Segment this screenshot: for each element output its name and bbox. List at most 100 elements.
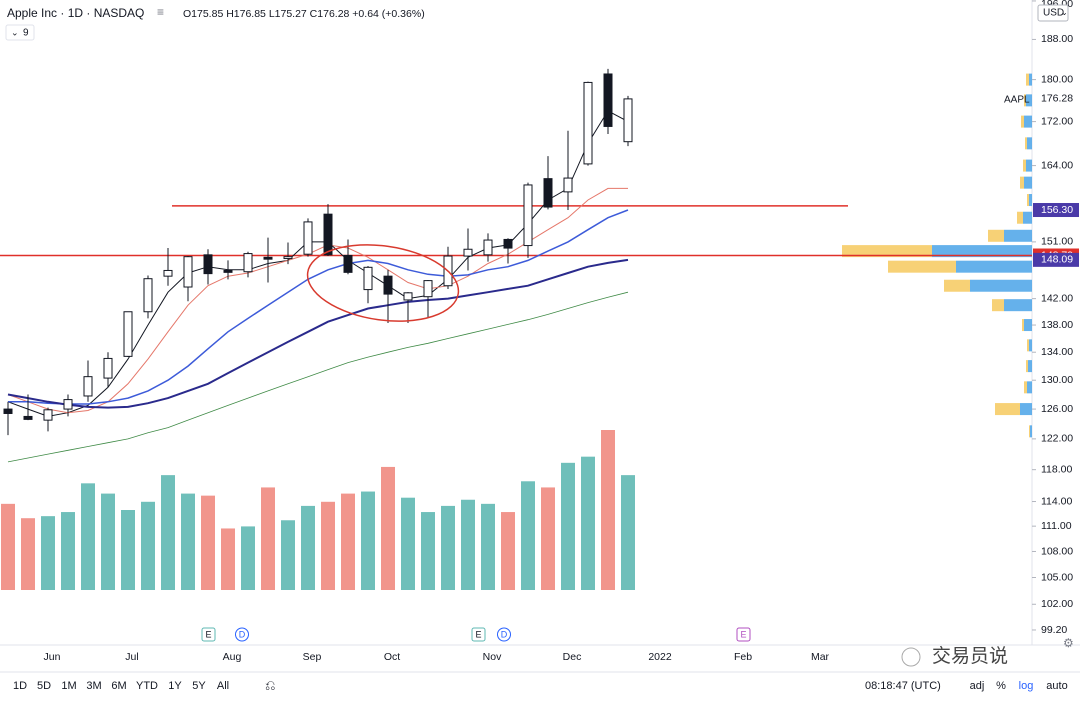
- candle-body: [403, 292, 413, 301]
- profile-down: [1021, 115, 1024, 128]
- scale-option[interactable]: adj: [970, 680, 985, 692]
- profile-down: [888, 260, 956, 273]
- x-tick-label: Sep: [303, 651, 322, 663]
- candle-body: [563, 177, 573, 193]
- indicator-count[interactable]: 9: [23, 28, 29, 39]
- profile-up: [1026, 159, 1032, 172]
- profile-down: [1017, 211, 1023, 224]
- candle-body: [243, 253, 253, 273]
- watermark-icon: [901, 647, 921, 667]
- volume-bar: [1, 503, 15, 590]
- moving-average: [7, 187, 628, 414]
- candle-body: [603, 73, 613, 127]
- y-tick-label: 118.00: [1041, 463, 1072, 475]
- candle-body: [303, 221, 313, 255]
- candle-body: [63, 399, 73, 410]
- range-button[interactable]: 5Y: [192, 680, 206, 692]
- profile-up: [1020, 403, 1032, 416]
- candle-body: [203, 254, 213, 275]
- event-earnings[interactable]: [471, 627, 486, 642]
- x-tick-label: Dec: [563, 651, 582, 663]
- volume-bar: [281, 520, 295, 590]
- profile-down: [1024, 94, 1026, 107]
- volume-bar: [301, 505, 315, 590]
- replay-icon[interactable]: ⎌: [265, 677, 275, 692]
- indicators-box[interactable]: [5, 24, 35, 41]
- volume-bar: [161, 475, 175, 590]
- profile-up: [1027, 137, 1032, 150]
- volume-bar: [461, 499, 475, 590]
- profile-up: [1029, 339, 1032, 352]
- range-button[interactable]: 5D: [37, 680, 51, 692]
- candle-body: [483, 239, 493, 256]
- candle-body: [343, 254, 353, 273]
- candle-body: [263, 256, 273, 260]
- y-tick-label: 108.00: [1041, 545, 1073, 557]
- event-dividend[interactable]: [235, 627, 249, 642]
- moving-average: [8, 209, 629, 405]
- event-label[interactable]: E: [205, 629, 211, 639]
- event-earnings[interactable]: [736, 627, 751, 642]
- profile-up: [932, 245, 1032, 258]
- event-label[interactable]: D: [501, 629, 508, 639]
- volume-bar: [541, 487, 555, 590]
- candle-body: [543, 178, 553, 208]
- range-button[interactable]: 3M: [86, 680, 101, 692]
- x-tick-label: Jun: [44, 651, 61, 663]
- candle-body: [143, 278, 153, 313]
- profile-down: [842, 245, 932, 258]
- y-tick-label: 142.00: [1041, 292, 1073, 304]
- candle-body: [83, 376, 93, 397]
- event-label[interactable]: D: [239, 629, 246, 639]
- profile-down: [1027, 194, 1029, 207]
- scale-option[interactable]: auto: [1046, 680, 1067, 692]
- price-axis: 196.00188.00180.00172.00164.00151.00142.…: [1032, 0, 1073, 636]
- event-label[interactable]: E: [475, 629, 481, 639]
- y-tick-label: 188.00: [1041, 33, 1073, 45]
- range-button[interactable]: 6M: [111, 680, 126, 692]
- candle-body: [423, 280, 433, 298]
- menu-icon[interactable]: ≡: [157, 5, 164, 19]
- volume-bar: [521, 481, 535, 590]
- profile-up: [1024, 319, 1032, 332]
- y-tick-label: 138.00: [1041, 319, 1073, 331]
- volume-bar: [61, 512, 75, 590]
- volume-bar: [401, 497, 415, 590]
- volume-bar: [141, 501, 155, 590]
- range-button[interactable]: All: [217, 680, 229, 692]
- volume-bar: [381, 466, 395, 590]
- profile-down: [1022, 319, 1024, 332]
- y-tick-label: 134.00: [1041, 346, 1073, 358]
- event-earnings[interactable]: [201, 627, 216, 642]
- volume-bar: [81, 483, 95, 590]
- profile-up: [1029, 194, 1032, 207]
- scale-option[interactable]: %: [996, 680, 1006, 692]
- symbol[interactable]: Apple Inc · 1D · NASDAQ: [7, 6, 144, 20]
- currency[interactable]: USD: [1043, 8, 1064, 19]
- range-button[interactable]: 1Y: [168, 680, 182, 692]
- candle-body: [623, 98, 633, 143]
- profile-up: [1029, 73, 1032, 86]
- ohlc: O175.85 H176.85 L175.27 C176.28 +0.64 (+…: [183, 8, 425, 20]
- range-button[interactable]: 1D: [13, 680, 27, 692]
- chevron[interactable]: ⌄: [1061, 8, 1068, 17]
- price-label: 148.09: [1041, 254, 1073, 266]
- currency-box[interactable]: [1037, 4, 1069, 22]
- event-label[interactable]: E: [740, 629, 746, 639]
- profile-up: [956, 260, 1032, 273]
- candle-body: [123, 311, 133, 357]
- settings-icon[interactable]: ⚙: [1063, 636, 1074, 650]
- y-tick-label: 114.00: [1041, 495, 1072, 507]
- scale-option[interactable]: log: [1019, 680, 1034, 692]
- chevron[interactable]: ⌄: [11, 27, 19, 37]
- price-label: 176.28: [1041, 93, 1073, 105]
- moving-average: [7, 291, 629, 463]
- moving-average: [7, 110, 629, 417]
- event-dividend[interactable]: [497, 627, 511, 642]
- range-button[interactable]: YTD: [136, 680, 158, 692]
- profile-up: [1024, 115, 1032, 128]
- events: E D E D E: [201, 627, 751, 642]
- candle-body: [463, 248, 473, 257]
- volume-bar: [561, 462, 575, 590]
- range-button[interactable]: 1M: [61, 680, 76, 692]
